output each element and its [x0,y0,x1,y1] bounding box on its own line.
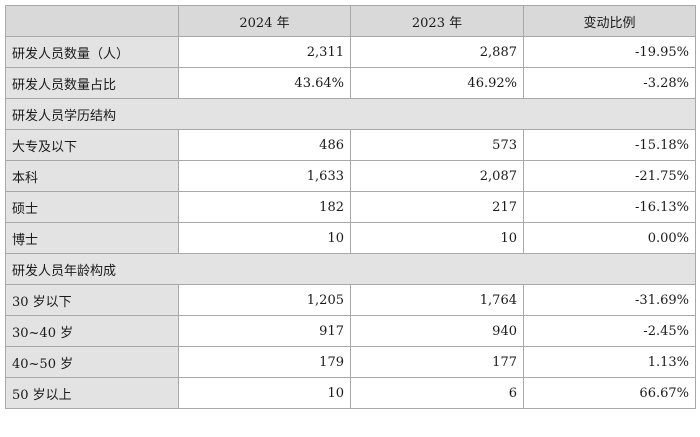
value-change: -2.45% [523,315,696,347]
value-2023: 217 [350,191,524,223]
table-section-row: 研发人员学历结构 [5,98,696,130]
row-label: 硕士 [5,191,179,223]
value-2023: 573 [350,129,524,161]
value-2023: 1,764 [350,284,524,316]
value-2024: 10 [178,377,351,409]
table-row: 40~50 岁 179 177 1.13% [5,346,696,378]
row-label: 30~40 岁 [5,315,179,347]
value-2024: 10 [178,222,351,254]
table-header-row: 2024 年 2023 年 变动比例 [5,5,696,37]
value-change: -3.28% [523,67,696,99]
value-change: 1.13% [523,346,696,378]
section-label: 研发人员年龄构成 [5,253,696,285]
value-2023: 46.92% [350,67,524,99]
header-cell-2024: 2024 年 [178,5,351,37]
table-body: 研发人员数量（人） 2,311 2,887 -19.95% 研发人员数量占比 43.64%… [5,36,696,409]
table-row: 大专及以下 486 573 -15.18% [5,129,696,161]
table-row: 硕士 182 217 -16.13% [5,191,696,223]
value-2024: 182 [178,191,351,223]
value-2023: 6 [350,377,524,409]
value-2023: 10 [350,222,524,254]
table-row: 30 岁以下 1,205 1,764 -31.69% [5,284,696,316]
value-change: -16.13% [523,191,696,223]
row-label: 40~50 岁 [5,346,179,378]
row-label: 博士 [5,222,179,254]
value-2023: 2,087 [350,160,524,192]
row-label: 研发人员数量（人） [5,36,179,68]
value-2023: 940 [350,315,524,347]
value-2024: 1,633 [178,160,351,192]
table-row: 50 岁以上 10 6 66.67% [5,377,696,409]
value-2024: 43.64% [178,67,351,99]
value-2024: 1,205 [178,284,351,316]
value-change: 66.67% [523,377,696,409]
table-section-row: 研发人员年龄构成 [5,253,696,285]
row-label: 本科 [5,160,179,192]
value-2023: 177 [350,346,524,378]
value-2024: 917 [178,315,351,347]
header-cell-2023: 2023 年 [350,5,524,37]
header-cell-change: 变动比例 [523,5,696,37]
value-2023: 2,887 [350,36,524,68]
value-change: -21.75% [523,160,696,192]
table-row: 研发人员数量（人） 2,311 2,887 -19.95% [5,36,696,68]
value-change: -19.95% [523,36,696,68]
table-row: 本科 1,633 2,087 -21.75% [5,160,696,192]
value-2024: 179 [178,346,351,378]
section-label: 研发人员学历结构 [5,98,696,130]
value-change: 0.00% [523,222,696,254]
rd-personnel-table: 2024 年 2023 年 变动比例 研发人员数量（人） 2,311 2,887 -1… [5,5,696,409]
value-2024: 486 [178,129,351,161]
value-change: -15.18% [523,129,696,161]
row-label: 大专及以下 [5,129,179,161]
row-label: 50 岁以上 [5,377,179,409]
row-label: 30 岁以下 [5,284,179,316]
header-cell-blank [5,5,179,37]
row-label: 研发人员数量占比 [5,67,179,99]
table-row: 博士 10 10 0.00% [5,222,696,254]
value-change: -31.69% [523,284,696,316]
table-row: 30~40 岁 917 940 -2.45% [5,315,696,347]
table-row: 研发人员数量占比 43.64% 46.92% -3.28% [5,67,696,99]
value-2024: 2,311 [178,36,351,68]
